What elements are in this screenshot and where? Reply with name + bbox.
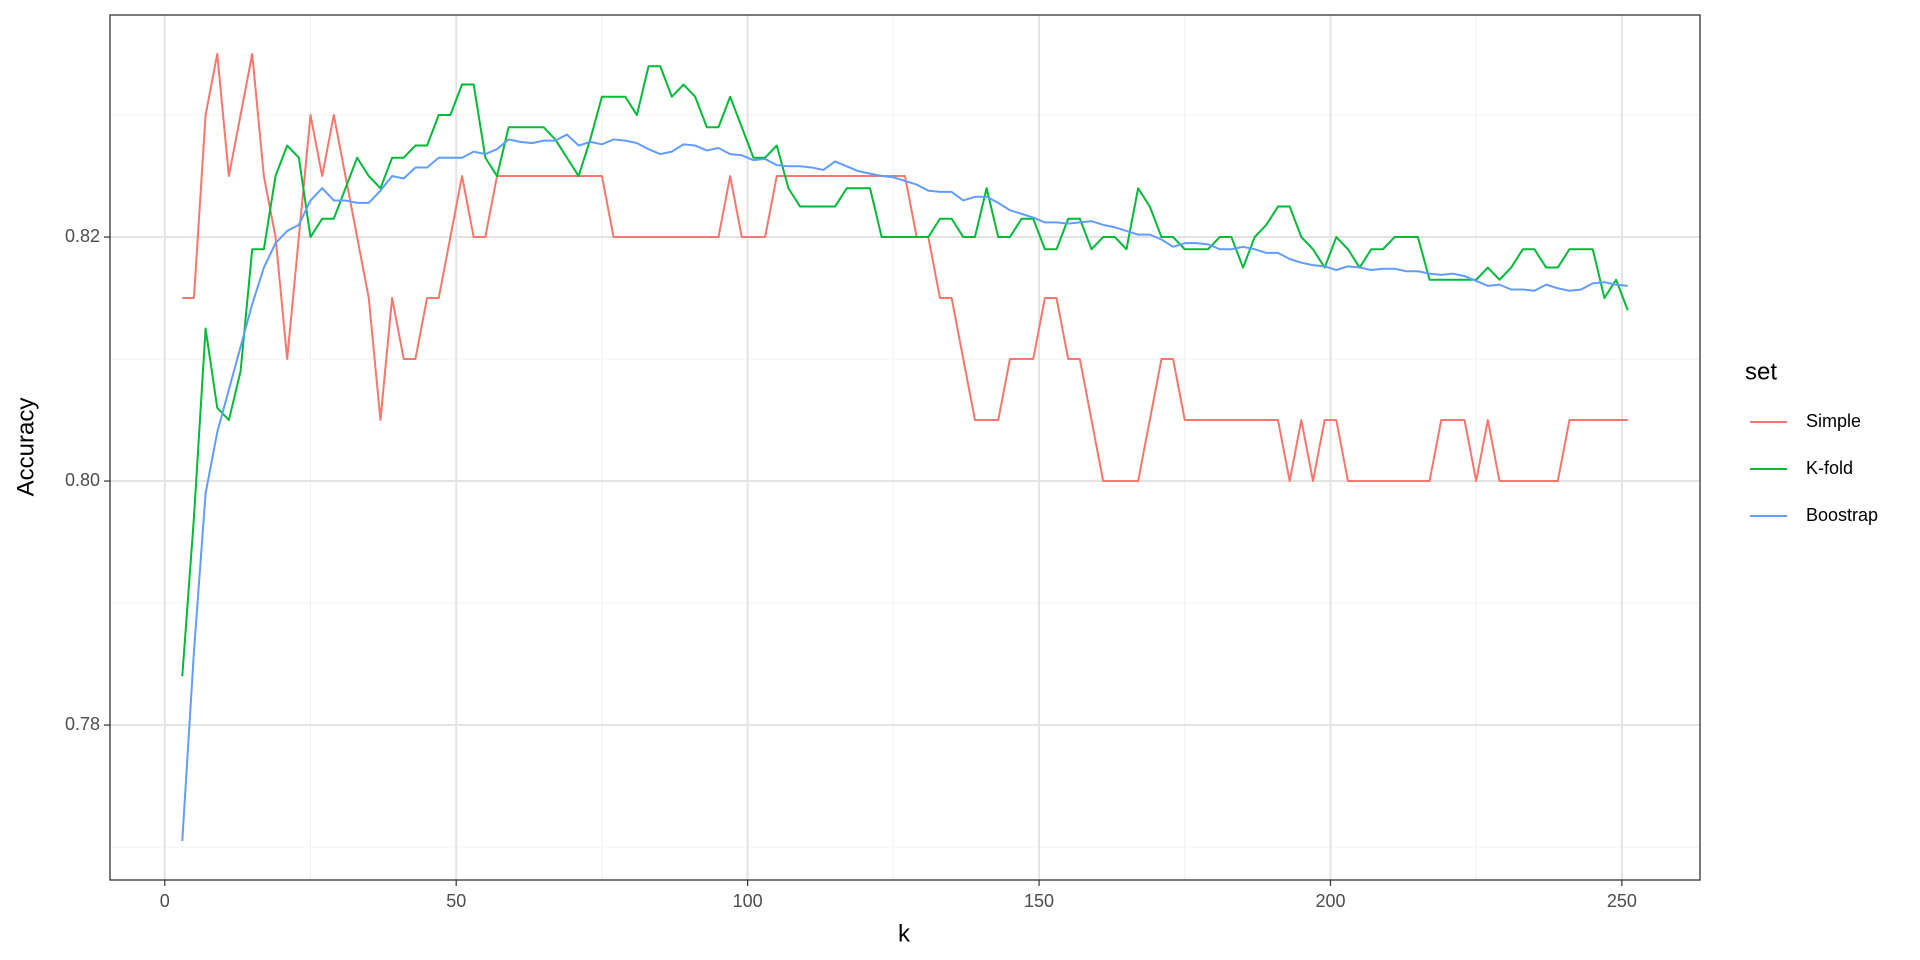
y-axis-title: Accuracy xyxy=(12,398,39,497)
legend-label: K-fold xyxy=(1806,458,1853,478)
y-tick-label: 0.82 xyxy=(65,226,100,246)
panel-border xyxy=(109,14,1701,881)
legend-label: Simple xyxy=(1806,411,1861,431)
x-tick-label: 150 xyxy=(1024,891,1054,911)
y-tick-label: 0.78 xyxy=(65,714,100,734)
x-tick-label: 100 xyxy=(733,891,763,911)
x-tick-label: 200 xyxy=(1315,891,1345,911)
legend-title: set xyxy=(1745,358,1777,385)
x-tick-label: 250 xyxy=(1607,891,1637,911)
line-series xyxy=(182,53,1628,483)
line-series xyxy=(181,65,1629,677)
x-tick-label: 50 xyxy=(446,891,466,911)
y-tick-label: 0.80 xyxy=(65,470,100,490)
x-tick-label: 0 xyxy=(160,891,170,911)
x-axis-title: k xyxy=(898,920,911,947)
legend-label: Boostrap xyxy=(1806,505,1878,525)
line-series xyxy=(181,133,1628,842)
